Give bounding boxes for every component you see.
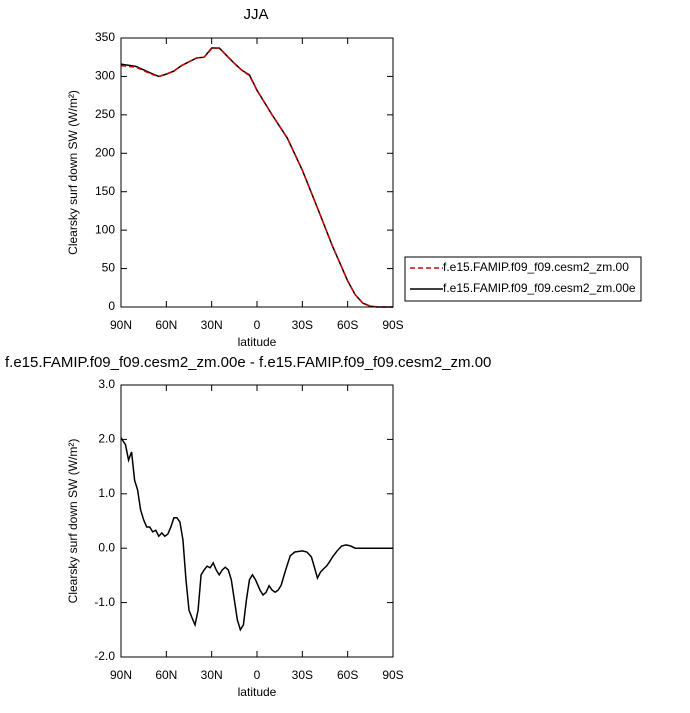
x-tick-label: 90S [382, 318, 403, 332]
x-tick-label: 60N [155, 668, 177, 682]
x-tick-label: 60N [155, 318, 177, 332]
x-tick-label: 0 [254, 668, 261, 682]
legend-box [404, 256, 642, 302]
y-tick-label: 3.0 [98, 377, 115, 391]
x-axis-label: latitude [238, 335, 277, 349]
x-tick-label: 0 [254, 318, 261, 332]
x-tick-label: 60S [337, 668, 358, 682]
y-tick-label: 0.0 [98, 540, 115, 554]
x-tick-label: 30N [201, 318, 223, 332]
y-tick-label: 300 [95, 69, 115, 83]
plot-frame [120, 37, 394, 308]
x-tick-label: 90N [110, 668, 132, 682]
y-axis-label: Clearsky surf down SW (W/m²) [66, 90, 80, 255]
legend-label: f.e15.FAMIP.f09_f09.cesm2_zm.00e [443, 281, 636, 295]
x-tick-label: 30N [201, 668, 223, 682]
plot-frame [120, 384, 394, 658]
x-tick-label: 90N [110, 318, 132, 332]
x-tick-label: 30S [292, 668, 313, 682]
chart-title: f.e15.FAMIP.f09_f09.cesm2_zm.00e - f.e15… [5, 354, 491, 371]
y-tick-label: 1.0 [98, 486, 115, 500]
x-tick-label: 90S [382, 668, 403, 682]
y-tick-label: 100 [95, 222, 115, 236]
data-line [120, 437, 393, 632]
y-tick-label: 250 [95, 107, 115, 121]
x-axis-label: latitude [238, 685, 277, 699]
y-tick-label: 200 [95, 145, 115, 159]
data-line [120, 47, 393, 308]
y-tick-label: -2.0 [94, 649, 115, 663]
x-tick-label: 30S [292, 318, 313, 332]
y-tick-label: 150 [95, 184, 115, 198]
y-tick-label: 350 [95, 30, 115, 44]
y-tick-label: 50 [102, 261, 116, 275]
chart-title: JJA [243, 6, 268, 23]
data-line [120, 47, 393, 308]
y-axis-label: Clearsky surf down SW (W/m²) [66, 439, 80, 604]
y-tick-label: -1.0 [94, 595, 115, 609]
x-tick-label: 60S [337, 318, 358, 332]
y-tick-label: 0 [108, 299, 115, 313]
y-tick-label: 2.0 [98, 432, 115, 446]
legend-label: f.e15.FAMIP.f09_f09.cesm2_zm.00 [443, 260, 629, 274]
